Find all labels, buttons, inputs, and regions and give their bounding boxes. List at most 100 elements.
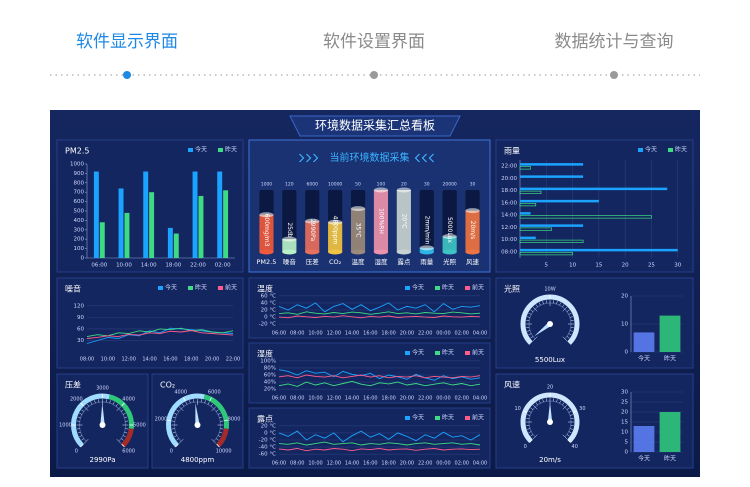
panel-title: 光照	[504, 284, 520, 294]
chevron	[299, 153, 305, 163]
gauge-minor-tick	[219, 431, 223, 434]
x-tick-label: 02:00	[455, 331, 469, 337]
series-line	[278, 430, 481, 443]
panel-title: CO₂	[160, 381, 175, 390]
cylinder-base	[442, 249, 457, 255]
legend-swatch	[405, 351, 410, 355]
range-label: 120	[285, 182, 294, 188]
tab[interactable]: 数据统计与查询	[555, 32, 674, 52]
x-tick-label: 08:00	[290, 396, 304, 402]
gauge-minor-tick	[530, 336, 534, 339]
gauge-minor-tick	[527, 316, 531, 318]
y-tick-label: 100	[74, 246, 85, 252]
panel-title: 露点	[257, 415, 273, 424]
series-line	[86, 327, 234, 338]
panel-title: PM2.5	[65, 147, 89, 156]
x-tick-label: 12:00	[327, 396, 341, 402]
cylinder-top	[350, 206, 366, 212]
gauge-tick	[567, 439, 571, 443]
panel-title: 温度	[257, 284, 273, 294]
cylinder-track	[419, 190, 434, 252]
gauge-minor-tick	[562, 336, 568, 342]
tab[interactable]: 软件显示界面	[76, 32, 178, 52]
cylinder-base	[259, 249, 274, 255]
y-tick-label: 80%	[264, 365, 276, 371]
gauge-tick-label: 1000	[59, 423, 72, 429]
gauge-minor-tick	[528, 431, 532, 434]
chevron	[421, 153, 427, 163]
gauge-tick-label: 2000	[70, 396, 83, 402]
cylinder	[259, 214, 274, 252]
gauge-tick-label: 0	[524, 444, 527, 450]
panel	[56, 277, 244, 369]
value-label: 2990Pa	[309, 219, 316, 242]
gauge-minor-tick	[528, 410, 532, 413]
gauge-minor-tick	[562, 306, 568, 312]
bar	[520, 163, 584, 166]
x-tick-label: 昨天	[664, 355, 676, 363]
range-label: 20	[401, 182, 407, 188]
cylinder-top	[373, 187, 389, 193]
gauge-tick	[224, 419, 229, 422]
legend-label: 今天	[412, 349, 424, 357]
y-tick-label: 08:00	[501, 249, 517, 255]
legend-swatch	[188, 286, 193, 290]
gauge-minor-tick	[182, 403, 185, 407]
y-tick-label: -20 °C	[259, 438, 276, 444]
cylinder-track	[282, 190, 297, 252]
y-tick-label: -40 °C	[259, 445, 276, 451]
legend-label: 今天	[165, 284, 177, 292]
gauge-minor-tick	[81, 438, 85, 441]
x-tick-label: 06:00	[272, 461, 286, 467]
gauge-minor-tick	[530, 434, 534, 437]
x-tick-label: 06:00	[91, 263, 107, 269]
value-label: 25db	[286, 222, 293, 237]
x-tick-label: 04:00	[473, 396, 487, 402]
y-tick-label: 0 °C	[264, 430, 276, 436]
bar	[519, 166, 531, 170]
gauge-tick	[175, 443, 179, 448]
gauge-tick-label: 6000	[122, 449, 135, 455]
gauge-minor-tick	[204, 400, 206, 404]
gauge-minor-tick	[174, 412, 178, 415]
gauge-minor-tick	[569, 316, 573, 318]
value-label: 2mm/min	[423, 216, 430, 245]
bar	[520, 236, 536, 240]
gauge-minor-tick	[174, 435, 178, 438]
y-tick-label: 40 °C	[261, 300, 276, 306]
gauge-tick-label: 30	[579, 406, 585, 412]
cylinder-base	[305, 249, 320, 255]
panel-title: 噪音	[65, 284, 81, 294]
gauge-minor-tick	[542, 399, 544, 403]
gauge-tick	[80, 402, 84, 407]
x-tick-label: 06:00	[272, 396, 286, 402]
chevron	[428, 153, 434, 163]
gauge-minor-tick	[79, 412, 83, 415]
gauge-tick	[80, 443, 84, 448]
x-tick-label: 00:00	[436, 331, 450, 337]
gauge-minor-tick	[211, 406, 217, 412]
gauge-minor-tick	[562, 304, 565, 308]
bar	[118, 188, 124, 258]
x-tick-label: 30	[674, 263, 681, 269]
gauge-minor-tick	[124, 431, 128, 434]
gauge-tick	[209, 397, 212, 402]
gauge-minor-tick	[94, 400, 96, 404]
y-tick-label: 1000	[70, 162, 84, 168]
gauge-tick-label: 4000	[122, 396, 135, 402]
y-tick-label: 20:00	[501, 176, 517, 182]
x-tick-label: 25	[648, 263, 655, 269]
legend-swatch	[465, 416, 470, 420]
gauge-needle	[100, 403, 105, 426]
gauge-minor-tick	[527, 414, 531, 416]
gauge-minor-tick	[535, 304, 538, 308]
gauge-minor-tick	[189, 400, 191, 404]
x-tick-label: 18:00	[184, 357, 198, 363]
gauge-hub	[99, 422, 106, 428]
y-tick-label: 600	[74, 199, 85, 205]
x-tick-label: 08:00	[290, 331, 304, 337]
tab[interactable]: 软件设置界面	[323, 32, 425, 52]
legend-label: 前天	[472, 284, 484, 292]
gauge-minor-tick	[176, 409, 180, 412]
x-tick-label: 今天	[638, 455, 650, 463]
